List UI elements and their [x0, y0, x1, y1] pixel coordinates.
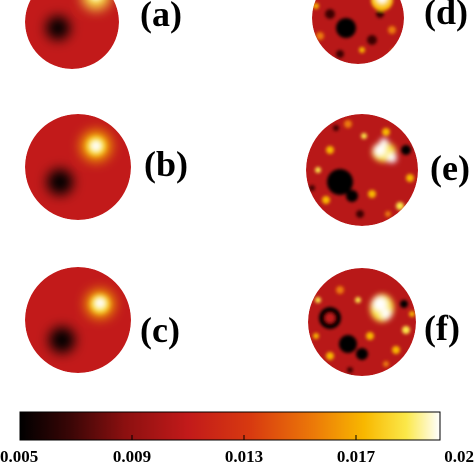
panel-b: (b) — [25, 114, 188, 220]
panel-label-e: (e) — [430, 148, 470, 188]
panel-label-b: (b) — [144, 144, 188, 184]
colorbar-tick-label: 0.005 — [0, 447, 38, 466]
colorbar-gradient — [19, 411, 441, 441]
colorbar: 0.005 0.009 0.013 0.017 0.02 — [0, 411, 474, 466]
colorbar-tick-label: 0.017 — [337, 447, 376, 466]
panel-label-d: (d) — [424, 0, 468, 32]
panel-a: (a) — [25, 0, 182, 69]
panel-e: (e) — [306, 114, 470, 226]
colorbar-tick-label: 0.013 — [225, 447, 263, 466]
panel-f: (f) — [308, 268, 460, 376]
panel-label-f: (f) — [424, 308, 460, 348]
colorbar-ticks — [19, 435, 441, 440]
panel-label-a: (a) — [140, 0, 182, 34]
colorbar-tick-label: 0.02 — [444, 447, 474, 466]
panel-c: (c) — [25, 267, 180, 373]
panel-d: (d) — [312, 0, 468, 64]
colorbar-tick-label: 0.009 — [113, 447, 151, 466]
colorbar-tick-labels: 0.005 0.009 0.013 0.017 0.02 — [0, 447, 474, 466]
panel-label-c: (c) — [140, 310, 180, 350]
